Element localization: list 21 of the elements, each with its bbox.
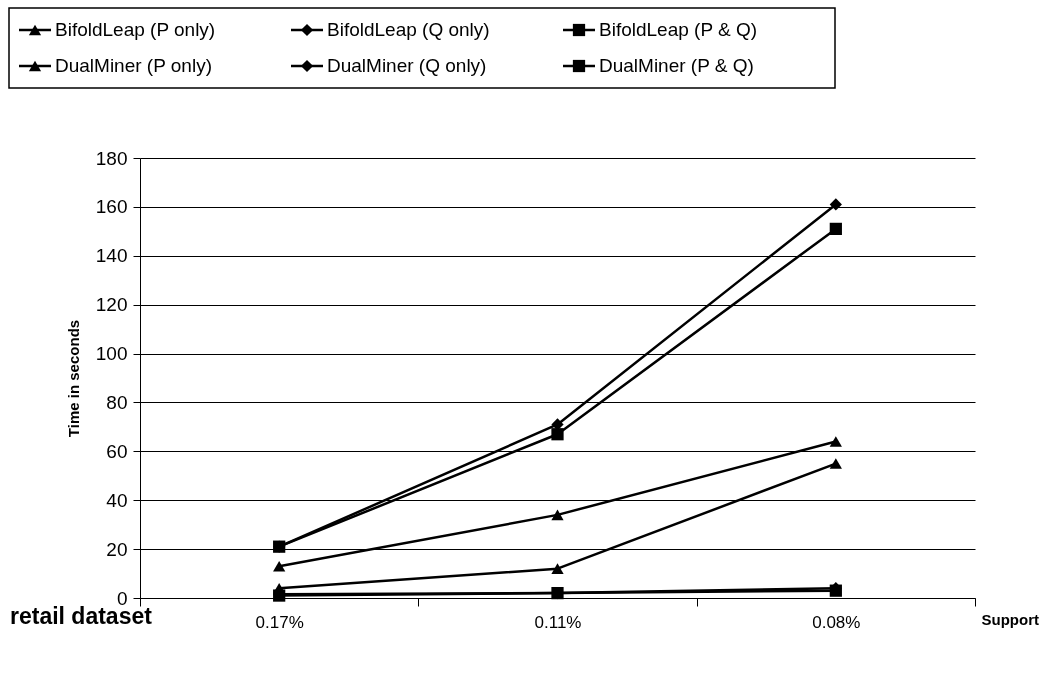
y-tick-label: 20 bbox=[106, 538, 128, 560]
y-tick-label: 100 bbox=[95, 343, 128, 365]
legend-label: BifoldLeap (P only) bbox=[55, 19, 216, 40]
legend-label: BifoldLeap (Q only) bbox=[327, 19, 490, 40]
legend-label: DualMiner (Q only) bbox=[327, 55, 487, 76]
legend-label: DualMiner (P only) bbox=[55, 55, 212, 76]
y-tick-label: 60 bbox=[106, 440, 128, 462]
x-axis-title: Support bbox=[981, 610, 1039, 628]
y-tick-label: 180 bbox=[95, 147, 128, 169]
x-tick-label: 0.08% bbox=[812, 612, 861, 632]
y-tick-label: 40 bbox=[106, 489, 128, 511]
y-tick-label: 120 bbox=[95, 294, 128, 316]
y-tick-label: 0 bbox=[116, 587, 128, 609]
y-tick-label: 80 bbox=[106, 391, 128, 413]
legend-label: DualMiner (P & Q) bbox=[599, 55, 754, 76]
x-tick-label: 0.11% bbox=[534, 612, 582, 632]
y-axis-title: Time in seconds bbox=[64, 319, 82, 438]
x-tick-label: 0.17% bbox=[255, 612, 304, 632]
y-tick-label: 140 bbox=[95, 245, 128, 267]
legend-label: BifoldLeap (P & Q) bbox=[599, 19, 758, 40]
y-tick-label: 160 bbox=[95, 196, 128, 218]
